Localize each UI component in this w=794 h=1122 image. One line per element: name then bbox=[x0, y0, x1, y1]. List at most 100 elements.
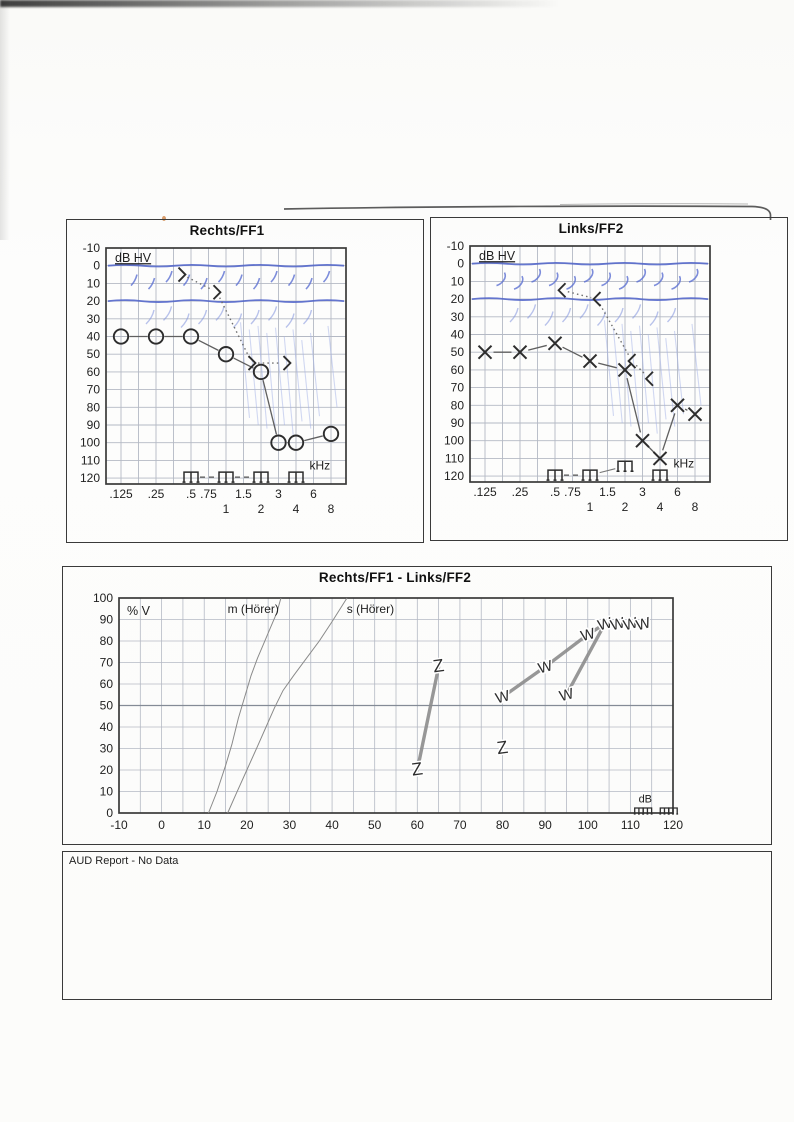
svg-text:W: W bbox=[634, 614, 653, 634]
svg-text:1.5: 1.5 bbox=[235, 487, 252, 501]
scan-top-edge-shadow bbox=[0, 0, 560, 7]
svg-text:60: 60 bbox=[451, 363, 465, 377]
svg-text:100: 100 bbox=[80, 436, 100, 450]
svg-text:W: W bbox=[558, 685, 577, 705]
scan-left-edge-shade bbox=[0, 0, 10, 240]
svg-text:20: 20 bbox=[451, 292, 465, 306]
svg-text:80: 80 bbox=[87, 400, 101, 414]
svg-text:8: 8 bbox=[692, 500, 699, 514]
svg-text:60: 60 bbox=[100, 677, 114, 691]
svg-text:-10: -10 bbox=[83, 241, 101, 255]
svg-text:dB: dB bbox=[639, 793, 652, 805]
svg-text:20: 20 bbox=[87, 294, 101, 308]
aud-report-text: AUD Report - No Data bbox=[69, 855, 179, 867]
svg-text:10: 10 bbox=[100, 785, 114, 799]
svg-text:.25: .25 bbox=[512, 485, 529, 499]
svg-text:.125: .125 bbox=[473, 485, 497, 499]
svg-text:1.5: 1.5 bbox=[599, 485, 616, 499]
svg-text:90: 90 bbox=[538, 818, 552, 832]
svg-text:.5: .5 bbox=[186, 487, 196, 501]
svg-text:kHz: kHz bbox=[310, 458, 331, 472]
svg-text:30: 30 bbox=[451, 310, 465, 324]
rechts-ff1-audiogram-canvas: -10 0 10 20 30 40 50 60 70 80 90 100 110 120 .125 .25 .5… bbox=[80, 241, 347, 516]
svg-text:3: 3 bbox=[275, 487, 282, 501]
chart-title-rechts-ff1: Rechts/FF1 bbox=[189, 223, 265, 238]
svg-text:120: 120 bbox=[663, 818, 683, 832]
svg-text:90: 90 bbox=[87, 418, 101, 432]
svg-text:0: 0 bbox=[93, 259, 100, 273]
svg-text:.75: .75 bbox=[564, 485, 581, 499]
svg-text:80: 80 bbox=[496, 818, 510, 832]
svg-text:1: 1 bbox=[223, 502, 230, 516]
audiogram-panel-links-ff2: Links/FF2 -10 0 10 20 30 40 50 60 70 80 90 100 110 12… bbox=[430, 217, 788, 541]
svg-text:80: 80 bbox=[451, 398, 465, 412]
svg-text:70: 70 bbox=[87, 383, 101, 397]
svg-text:.75: .75 bbox=[200, 487, 217, 501]
svg-text:Z: Z bbox=[496, 737, 510, 758]
svg-text:110: 110 bbox=[621, 818, 640, 832]
svg-text:70: 70 bbox=[451, 381, 465, 395]
svg-text:110: 110 bbox=[81, 453, 100, 467]
svg-text:100: 100 bbox=[93, 591, 113, 605]
svg-text:40: 40 bbox=[325, 818, 339, 832]
svg-text:40: 40 bbox=[87, 330, 101, 344]
svg-text:4: 4 bbox=[293, 502, 300, 516]
svg-text:6: 6 bbox=[310, 487, 317, 501]
svg-text:m (Hörer): m (Hörer) bbox=[228, 602, 279, 616]
svg-text:Z: Z bbox=[410, 758, 424, 779]
svg-text:s (Hörer): s (Hörer) bbox=[347, 602, 394, 616]
links-ff2-audiogram-canvas: -10 0 10 20 30 40 50 60 70 80 90 100 110 120 .125 .25 .5… bbox=[444, 239, 711, 514]
svg-text:70: 70 bbox=[100, 656, 114, 670]
svg-text:120: 120 bbox=[444, 469, 464, 483]
svg-text:50: 50 bbox=[368, 818, 382, 832]
svg-text:2: 2 bbox=[258, 502, 265, 516]
chart-title-speech: Rechts/FF1 - Links/FF2 bbox=[318, 570, 472, 585]
svg-text:-10: -10 bbox=[110, 818, 128, 832]
svg-text:30: 30 bbox=[100, 742, 114, 756]
svg-text:50: 50 bbox=[87, 347, 101, 361]
svg-text:8: 8 bbox=[328, 502, 335, 516]
svg-text:50: 50 bbox=[100, 699, 114, 713]
svg-text:3: 3 bbox=[639, 485, 646, 499]
svg-text:20: 20 bbox=[240, 818, 254, 832]
svg-text:60: 60 bbox=[87, 365, 101, 379]
svg-text:30: 30 bbox=[283, 818, 297, 832]
svg-text:-10: -10 bbox=[447, 239, 465, 253]
svg-text:.125: .125 bbox=[109, 487, 133, 501]
svg-text:dB HV: dB HV bbox=[479, 249, 516, 263]
svg-text:2: 2 bbox=[622, 500, 629, 514]
svg-text:4: 4 bbox=[657, 500, 664, 514]
svg-text:40: 40 bbox=[100, 720, 114, 734]
svg-text:90: 90 bbox=[451, 416, 465, 430]
svg-text:6: 6 bbox=[674, 485, 681, 499]
svg-text:100: 100 bbox=[444, 434, 464, 448]
svg-text:100: 100 bbox=[578, 818, 598, 832]
svg-text:50: 50 bbox=[451, 345, 465, 359]
svg-text:30: 30 bbox=[87, 312, 101, 326]
svg-text:120: 120 bbox=[80, 471, 100, 485]
svg-text:10: 10 bbox=[87, 276, 101, 290]
svg-text:Z: Z bbox=[432, 655, 446, 676]
svg-text:0: 0 bbox=[457, 257, 464, 271]
svg-text:90: 90 bbox=[100, 613, 114, 627]
svg-text:% V: % V bbox=[127, 604, 151, 618]
svg-text:0: 0 bbox=[106, 806, 113, 820]
chart-title-links-ff2: Links/FF2 bbox=[558, 221, 624, 236]
svg-text:kHz: kHz bbox=[674, 456, 695, 470]
svg-text:10: 10 bbox=[451, 274, 465, 288]
svg-text:80: 80 bbox=[100, 634, 114, 648]
svg-text:70: 70 bbox=[453, 818, 467, 832]
aud-report-box: AUD Report - No Data bbox=[62, 851, 772, 1000]
svg-text:40: 40 bbox=[451, 328, 465, 342]
svg-text:110: 110 bbox=[445, 451, 464, 465]
svg-text:10: 10 bbox=[198, 818, 212, 832]
scan-speck bbox=[162, 216, 166, 221]
overlay-sheet-corner-line bbox=[283, 203, 772, 220]
svg-text:dB HV: dB HV bbox=[115, 251, 152, 265]
svg-text:1: 1 bbox=[587, 500, 594, 514]
svg-text:0: 0 bbox=[158, 818, 165, 832]
svg-text:20: 20 bbox=[100, 763, 114, 777]
svg-text:60: 60 bbox=[411, 818, 425, 832]
